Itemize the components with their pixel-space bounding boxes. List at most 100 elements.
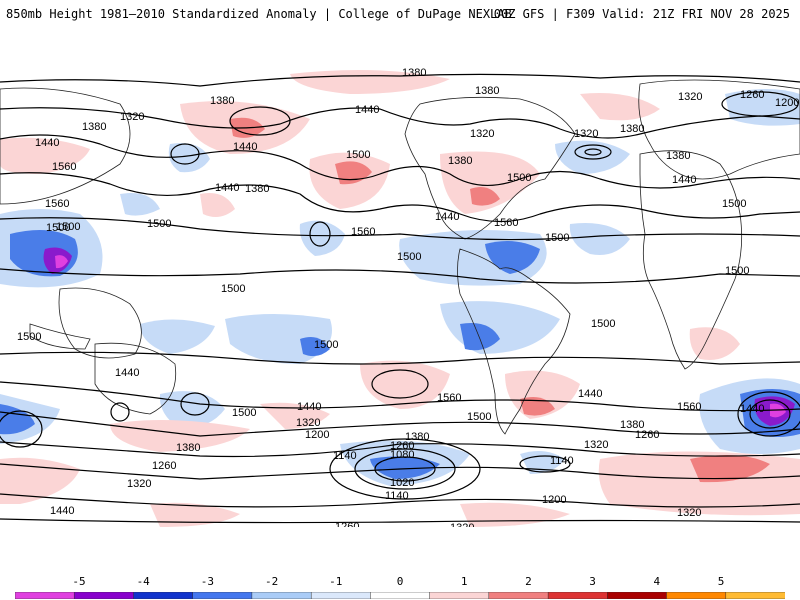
colorbar-swatch [488, 592, 549, 599]
label-1380: 1380 [620, 123, 644, 135]
label-1140: 1140 [385, 490, 409, 502]
model-run-info: 00Z GFS | F309 Valid: 21Z FRI NOV 28 202… [493, 7, 790, 21]
label-1320: 1320 [678, 91, 702, 103]
colorbar-swatch [192, 592, 253, 599]
colorbar-swatch [547, 592, 609, 599]
colorbar-swatch [725, 592, 785, 599]
label-1440: 1440 [672, 174, 696, 186]
label-1440: 1440 [355, 104, 379, 116]
colorbar-swatch [73, 592, 135, 599]
label-1440: 1440 [740, 403, 764, 415]
colorbar-tick-label: -3 [200, 575, 215, 588]
label-1320: 1320 [450, 522, 474, 527]
label-1500: 1500 [232, 407, 256, 419]
label-1320: 1320 [296, 417, 320, 429]
label-1440: 1440 [297, 401, 321, 413]
label-1560: 1560 [437, 392, 461, 404]
label-1380: 1380 [405, 431, 429, 443]
label-1440: 1440 [215, 182, 239, 194]
map-title: 850mb Height 1981–2010 Standardized Anom… [6, 7, 512, 21]
label-1140: 1140 [550, 455, 574, 467]
label-1560: 1560 [351, 226, 375, 238]
label-1440: 1440 [50, 505, 74, 517]
label-1500: 1500 [56, 221, 80, 233]
colorbar-swatch [370, 592, 431, 599]
label-1560: 1560 [494, 217, 518, 229]
label-1380: 1380 [245, 183, 269, 195]
colorbar-tick-label: 2 [525, 575, 532, 588]
colorbar-swatch [429, 592, 490, 599]
label-1200: 1200 [305, 429, 329, 441]
colorbar-tick-label: 1 [460, 575, 468, 588]
label-1500: 1500 [722, 198, 746, 210]
label-1440: 1440 [115, 367, 139, 379]
label-1500: 1500 [545, 232, 569, 244]
colorbar-tick-label: 3 [589, 575, 596, 588]
colorbar-tick-label: -1 [329, 575, 343, 588]
height-contours [0, 73, 800, 524]
label-1200: 1200 [775, 97, 799, 109]
label-1260: 1260 [152, 460, 176, 472]
label-1260: 1260 [390, 440, 414, 452]
label-1500: 1500 [467, 411, 491, 423]
coastlines [0, 79, 800, 435]
positive-anomaly-shading [0, 70, 800, 527]
label-1380: 1380 [666, 150, 690, 162]
label-1260: 1260 [335, 521, 359, 527]
label-1500: 1500 [314, 339, 338, 351]
colorbar-tick-label: -4 [136, 575, 150, 588]
colorbar-tick-label: -2 [264, 575, 279, 588]
label-1140: 1140 [333, 450, 357, 462]
label-1380: 1380 [620, 419, 644, 431]
colorbar-tick-label: 4 [653, 575, 661, 588]
label-1320: 1320 [127, 478, 151, 490]
label-1320: 1320 [677, 507, 701, 519]
label-1440: 1440 [35, 137, 59, 149]
map-panel: 1380 1380 1380 1380 1380 1380 1380 1380 … [0, 64, 800, 527]
label-1260: 1260 [635, 429, 659, 441]
label-1200: 1200 [542, 494, 566, 506]
anomaly-map: 1380 1380 1380 1380 1380 1380 1380 1380 … [0, 67, 800, 527]
label-1440: 1440 [435, 211, 459, 223]
colorbar-tick-label: 0 [396, 575, 404, 588]
label-1380: 1380 [448, 155, 472, 167]
label-1500: 1500 [725, 265, 749, 277]
colorbar-ticks: -5 -4 -3 -2 -1 0 1 2 3 4 5 [0, 575, 800, 589]
colorbar-swatch [15, 592, 75, 599]
label-1260: 1260 [740, 89, 764, 101]
label-1380: 1380 [176, 442, 200, 454]
colorbar-tick-label: 5 [717, 575, 725, 588]
colorbar-swatch [607, 592, 668, 599]
label-1020: 1020 [390, 477, 414, 489]
colorbar-tick-label: -5 [72, 575, 86, 588]
contour-labels: 1380 1380 1380 1380 1380 1380 1380 1380 … [17, 67, 799, 527]
colorbar-swatch [133, 592, 194, 599]
label-1500: 1500 [46, 222, 70, 234]
label-1380: 1380 [210, 95, 234, 107]
label-1320: 1320 [574, 128, 598, 140]
label-1500: 1500 [147, 218, 171, 230]
label-1380: 1380 [402, 67, 426, 79]
label-1560: 1560 [677, 401, 701, 413]
label-1560: 1560 [52, 161, 76, 173]
label-1560: 1560 [45, 198, 69, 210]
colorbar [15, 592, 785, 599]
colorbar-swatch [310, 592, 372, 599]
label-1500: 1500 [17, 331, 41, 343]
label-1380: 1380 [475, 85, 499, 97]
label-1320: 1320 [120, 111, 144, 123]
label-1080: 1080 [390, 449, 414, 461]
colorbar-swatch [666, 592, 727, 599]
colorbar-swatch [251, 592, 312, 599]
label-1380: 1380 [82, 121, 106, 133]
label-1440: 1440 [578, 388, 602, 400]
label-1320: 1320 [584, 439, 608, 451]
label-1500: 1500 [346, 149, 370, 161]
label-1440: 1440 [233, 141, 257, 153]
label-1500: 1500 [591, 318, 615, 330]
label-1500: 1500 [397, 251, 421, 263]
label-1320: 1320 [470, 128, 494, 140]
header-bar: 850mb Height 1981–2010 Standardized Anom… [0, 0, 800, 30]
label-1500: 1500 [221, 283, 245, 295]
label-1500: 1500 [507, 172, 531, 184]
